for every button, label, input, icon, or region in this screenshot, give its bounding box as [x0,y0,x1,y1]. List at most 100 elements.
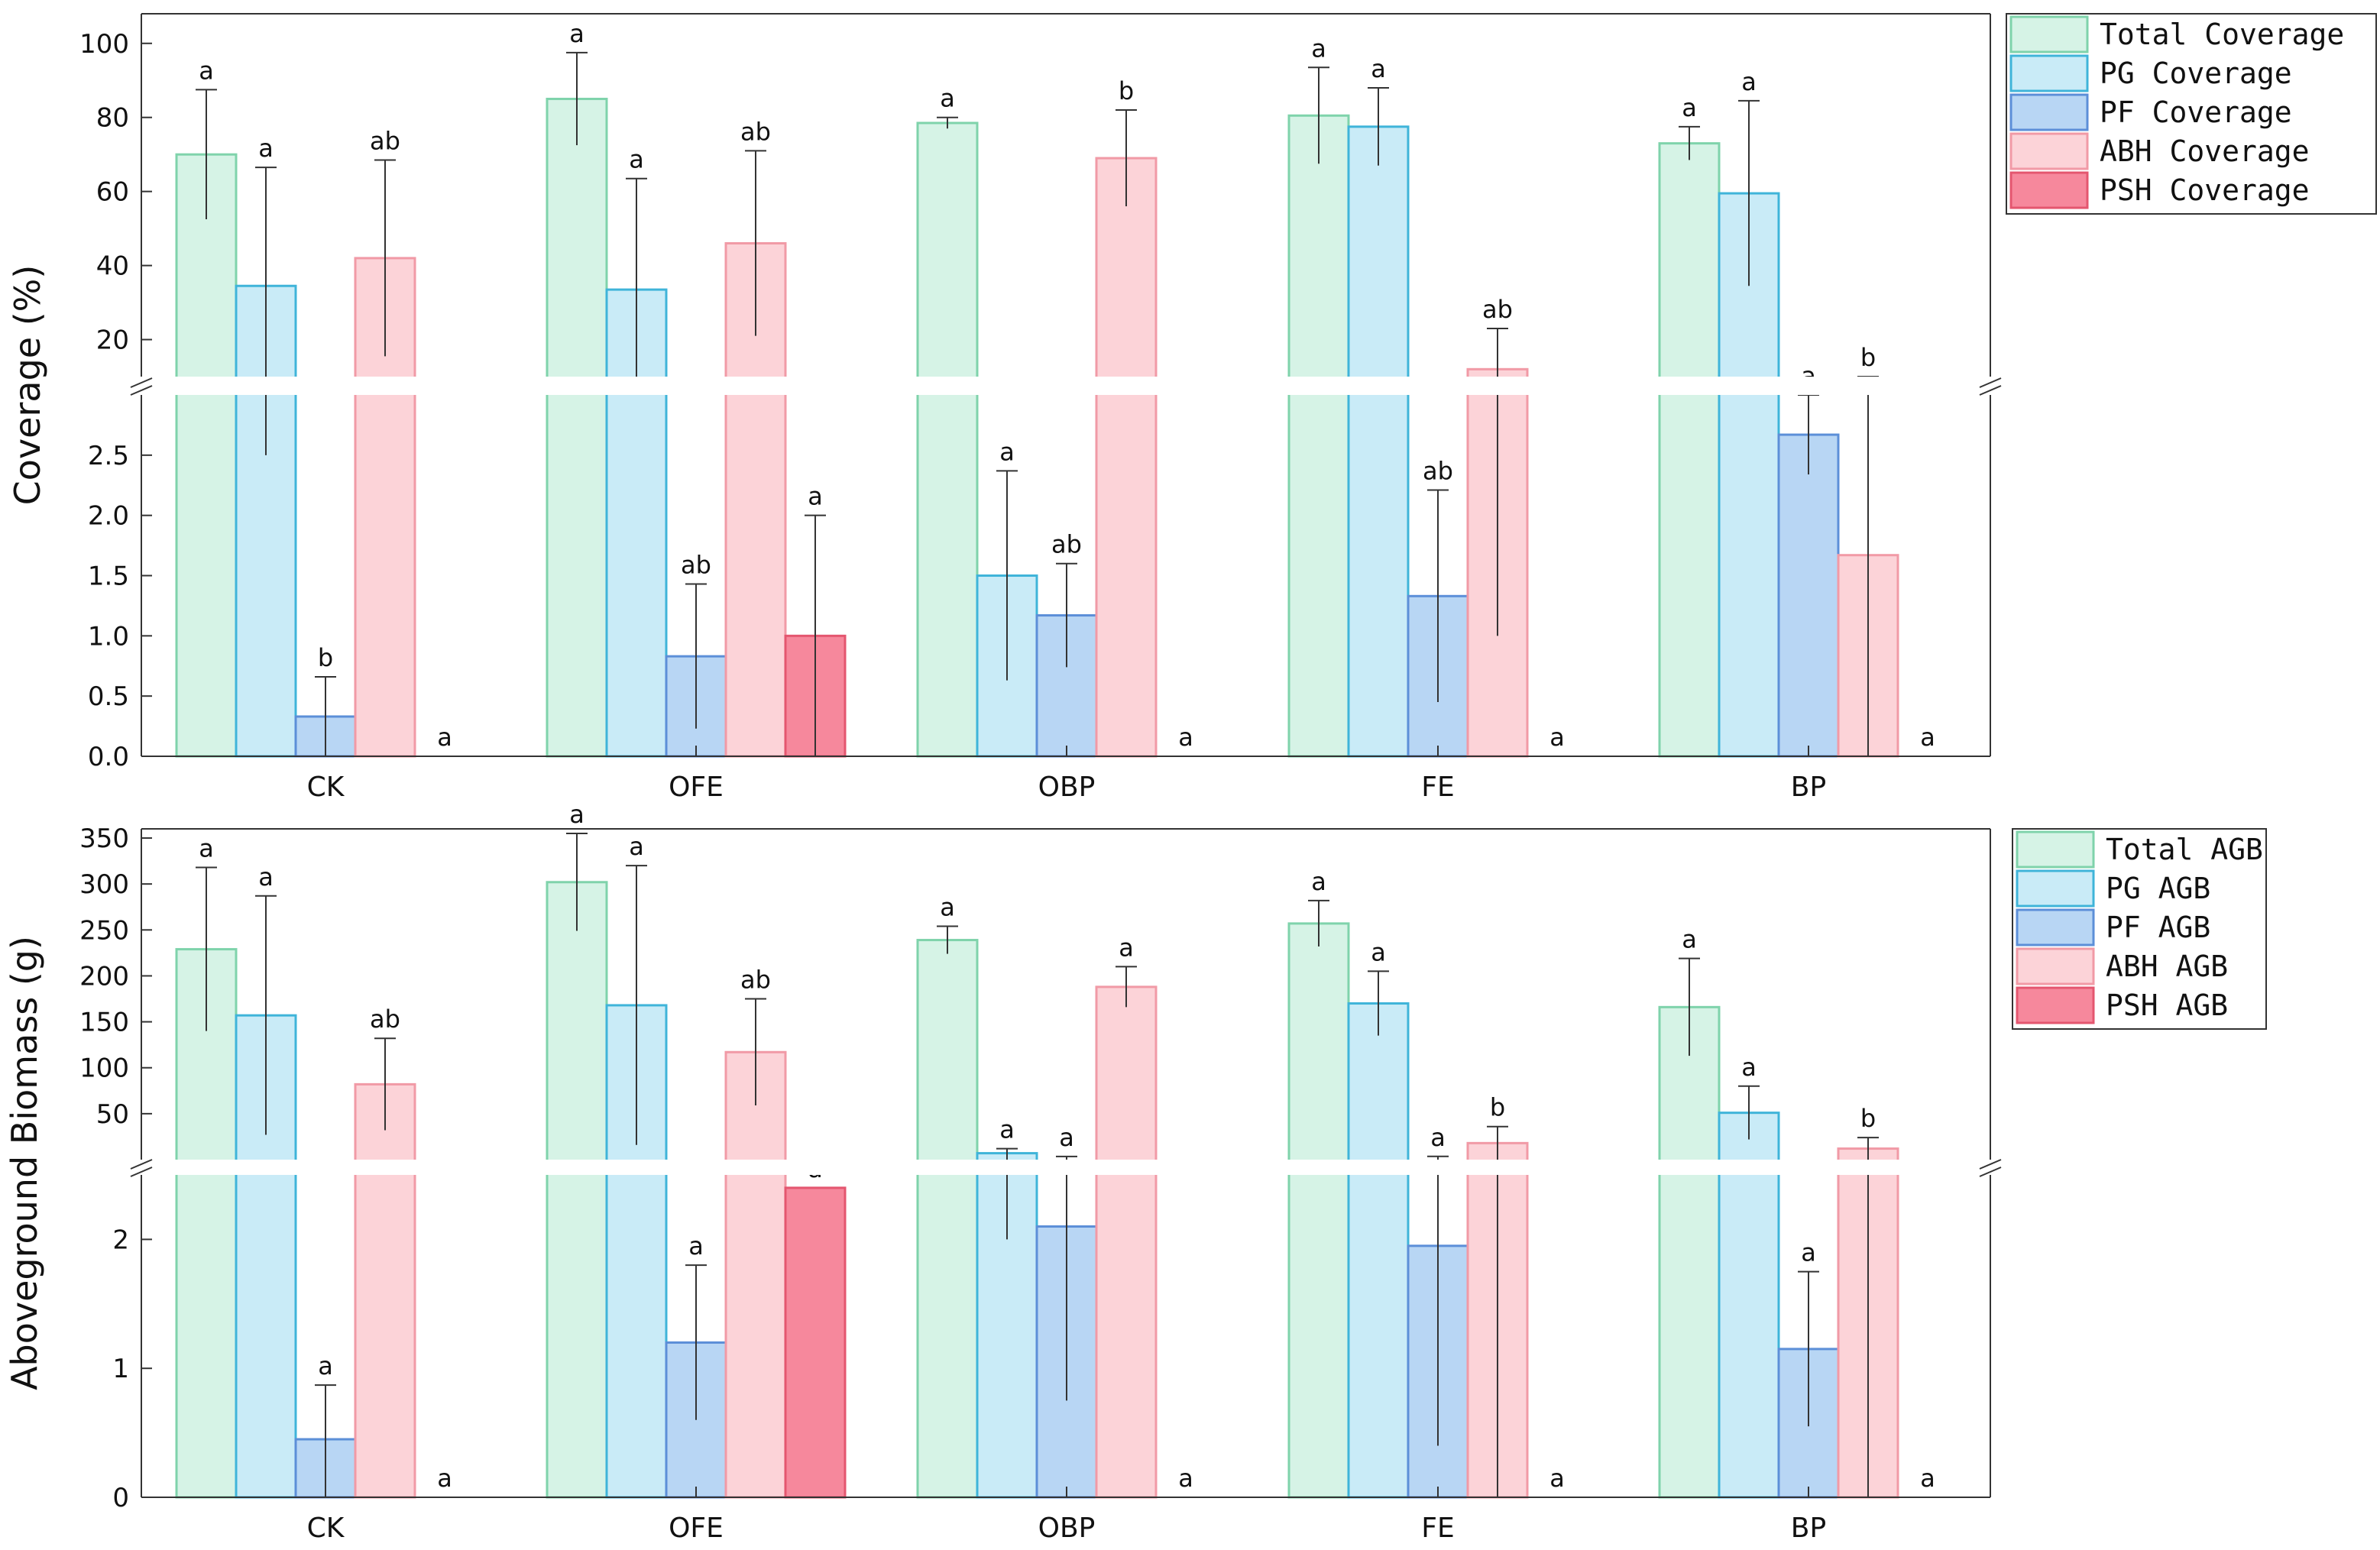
y-axis-title-0: Coverage (%) [7,265,48,506]
sig-label-0-0-3: a [1311,34,1326,63]
y-tick-label-upper-0-3: 80 [96,103,129,134]
bar-0-2-4 [1777,433,1840,758]
sig-label-1-2-4: a [1801,1238,1816,1267]
legend-label-0-4: PSH Coverage [2100,173,2310,207]
legend-label-1-1: PG AGB [2106,872,2210,905]
legend-swatch-0-2 [2009,93,2089,131]
category-label-1-0: CK [307,1513,345,1544]
sig-label-1-1-1: a [629,832,644,861]
legend-label-0-0: Total Coverage [2100,18,2344,51]
sig-label-1-3-0: ab [370,1005,400,1034]
legend-swatch-0-1 [2009,54,2089,92]
sig-label-1-0-4: a [1682,925,1697,954]
sig-label-1-0-2: a [940,892,955,921]
axis-break-gap-0 [140,377,1992,395]
bar-0-0-3 [1287,114,1350,758]
sig-label-1-2-0: a [318,1351,333,1380]
y-tick-label-upper-0-2: 60 [96,177,129,208]
sig-label-1-2-2: a [1059,1123,1074,1152]
break-mark-b-1-0 [130,1167,153,1177]
bar-0-0-1 [546,97,608,758]
legend-swatch-1-1 [2016,869,2095,908]
sig-label-0-4-3: a [1549,723,1565,752]
category-label-0-2: OBP [1038,772,1096,803]
sig-label-0-4-1: a [808,482,823,511]
y-tick-label-lower-0-5: 2.5 [88,441,129,471]
legend-swatch-0-4 [2009,171,2089,209]
sig-label-0-4-0: a [437,723,452,752]
y-tick-label-upper-1-0: 50 [96,1099,129,1130]
category-label-1-3: FE [1421,1513,1454,1544]
sig-label-0-4-4: a [1920,723,1935,752]
bar-1-4-1 [784,1186,847,1499]
legend-label-1-4: PSH AGB [2106,989,2228,1022]
break-mark-b-0-0 [130,385,153,396]
sig-label-1-1-0: a [258,862,274,891]
sig-label-0-2-2: ab [1051,530,1082,559]
category-label-0-1: OFE [669,772,724,803]
legend-label-0-2: PF Coverage [2100,95,2292,129]
sig-label-1-3-1: ab [740,966,771,995]
sig-label-1-0-3: a [1311,867,1326,896]
category-label-1-4: BP [1791,1513,1826,1544]
bar-1-3-2 [1095,985,1158,1499]
break-mark-a-0-0 [130,377,153,388]
legend-label-1-2: PF AGB [2106,911,2210,944]
sig-label-0-1-3: a [1371,54,1386,83]
y-tick-label-upper-1-2: 150 [79,1008,129,1038]
sig-label-0-3-3: ab [1482,295,1513,324]
sig-label-0-2-0: b [318,643,333,672]
sig-label-0-3-0: ab [370,126,400,155]
bar-1-1-3 [1347,1002,1410,1499]
y-tick-label-lower-1-2: 2 [112,1225,129,1255]
y-tick-label-lower-1-1: 1 [112,1354,129,1384]
bar-1-0-1 [546,881,608,1499]
category-label-0-4: BP [1791,772,1826,803]
sig-label-1-2-1: a [688,1231,704,1260]
legend-label-1-3: ABH AGB [2106,950,2228,983]
sig-label-0-1-2: a [999,437,1015,466]
bar-1-0-2 [916,939,979,1499]
break-mark-b-0-1 [1979,385,2002,396]
sig-label-0-3-2: b [1119,76,1134,105]
sig-label-1-1-2: a [999,1115,1015,1144]
sig-label-0-0-1: a [569,19,584,48]
sig-label-1-0-0: a [199,834,214,863]
bar-1-0-0 [175,948,238,1499]
sig-label-0-0-2: a [940,84,955,113]
sig-label-0-2-1: ab [681,551,711,580]
bar-0-0-0 [175,153,238,758]
sig-label-1-2-3: a [1430,1123,1446,1152]
bar-0-3-2 [1095,157,1158,758]
y-tick-label-lower-0-2: 1.0 [88,621,129,652]
legend-swatch-1-2 [2016,908,2095,947]
legend-label-0-1: PG Coverage [2100,57,2292,90]
bar-0-0-4 [1658,142,1721,758]
sig-label-0-1-0: a [258,134,274,163]
sig-label-1-3-3: b [1490,1093,1505,1122]
sig-label-1-4-4: a [1920,1464,1935,1493]
sig-label-1-4-3: a [1549,1464,1565,1493]
category-label-0-0: CK [307,772,345,803]
y-tick-label-lower-0-4: 2.0 [88,501,129,532]
sig-label-0-2-3: ab [1423,457,1453,486]
legend-swatch-1-4 [2016,986,2095,1024]
sig-label-0-1-4: a [1741,67,1757,96]
sig-label-1-4-0: a [437,1464,452,1493]
category-label-1-2: OBP [1038,1513,1096,1544]
sig-label-0-1-1: a [629,145,644,174]
legend-label-1-0: Total AGB [2106,833,2263,866]
bar-1-0-3 [1287,922,1350,1499]
bar-0-1-3 [1347,125,1410,758]
sig-label-0-4-2: a [1178,723,1193,752]
legend-label-0-3: ABH Coverage [2100,134,2310,168]
break-mark-a-0-1 [1979,377,2002,388]
y-tick-label-upper-1-3: 200 [79,961,129,992]
sig-label-0-3-4: b [1860,343,1876,372]
break-mark-a-1-0 [130,1159,153,1170]
category-label-0-3: FE [1421,772,1454,803]
legend-swatch-0-0 [2009,15,2089,53]
bar-1-0-4 [1658,1005,1721,1499]
y-tick-label-upper-1-6: 350 [79,824,129,854]
